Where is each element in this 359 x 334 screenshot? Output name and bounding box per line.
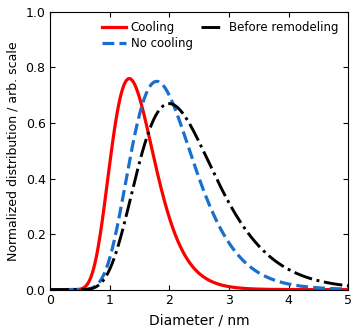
No cooling: [48, 288, 52, 292]
No cooling: [162, 85, 166, 89]
Before remodeling: [227, 201, 231, 205]
Cooling: [162, 198, 166, 202]
Before remodeling: [102, 277, 107, 281]
Line: No cooling: No cooling: [50, 81, 348, 290]
Before remodeling: [162, 103, 166, 107]
Y-axis label: Normalized distribution / arb. scale: Normalized distribution / arb. scale: [7, 41, 20, 261]
No cooling: [155, 79, 159, 84]
Before remodeling: [167, 102, 171, 106]
Before remodeling: [48, 288, 52, 292]
Before remodeling: [242, 225, 246, 229]
Cooling: [346, 288, 350, 292]
Before remodeling: [270, 257, 275, 261]
Cooling: [48, 288, 52, 292]
Line: Cooling: Cooling: [50, 78, 348, 290]
Cooling: [127, 76, 131, 80]
No cooling: [293, 283, 297, 287]
No cooling: [227, 241, 231, 245]
Cooling: [242, 286, 246, 290]
No cooling: [346, 287, 350, 291]
Line: Before remodeling: Before remodeling: [50, 104, 348, 290]
Cooling: [227, 285, 231, 289]
Before remodeling: [293, 271, 297, 275]
Cooling: [293, 288, 297, 292]
Legend: Cooling, No cooling, Before remodeling: Cooling, No cooling, Before remodeling: [99, 18, 342, 54]
Before remodeling: [346, 284, 350, 288]
No cooling: [102, 271, 107, 275]
Cooling: [102, 203, 107, 207]
No cooling: [242, 259, 246, 263]
No cooling: [270, 278, 275, 282]
Cooling: [270, 288, 275, 292]
X-axis label: Diameter / nm: Diameter / nm: [149, 313, 250, 327]
